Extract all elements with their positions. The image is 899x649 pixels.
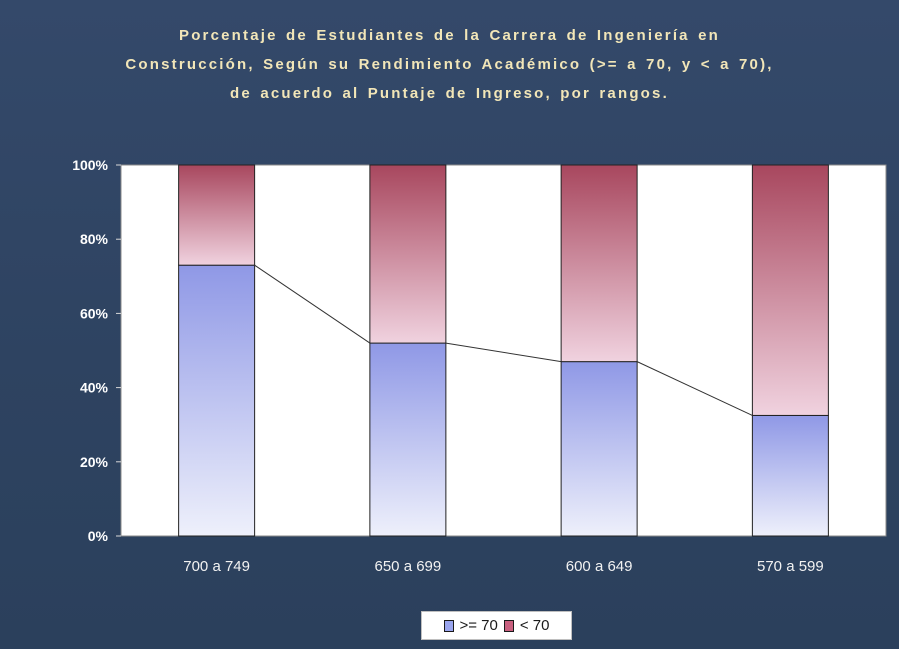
bar-ge70 — [560, 361, 638, 537]
series-line — [445, 342, 562, 363]
legend-swatch-lt70 — [503, 619, 514, 632]
y-tick-label: 40% — [80, 380, 109, 396]
bar-lt70 — [560, 164, 638, 363]
legend-item-lt70: < 70 — [503, 617, 550, 634]
y-tick-label: 20% — [80, 454, 109, 470]
y-tick-label: 100% — [72, 157, 108, 173]
bar-ge70 — [751, 414, 829, 537]
chart-title-line-2: Construcción, Según su Rendimiento Acadé… — [125, 56, 774, 73]
bar-lt70 — [751, 164, 829, 416]
x-tick-label: 570 a 599 — [757, 558, 824, 575]
chart-title-line-3: de acuerdo al Puntaje de Ingreso, por ra… — [230, 85, 669, 102]
legend-label-lt70: < 70 — [519, 617, 550, 634]
bar-ge70 — [369, 342, 447, 537]
legend-swatch-ge70 — [443, 619, 454, 632]
legend-label-ge70: >= 70 — [459, 617, 498, 634]
chart-title-line-1: Porcentaje de Estudiantes de la Carrera … — [178, 27, 720, 44]
x-tick-label: 600 a 649 — [566, 558, 633, 575]
x-tick-label: 650 a 699 — [375, 558, 442, 575]
x-tick-label: 700 a 749 — [183, 558, 250, 575]
legend-item-ge70: >= 70 — [443, 617, 498, 634]
bar-lt70 — [178, 164, 256, 266]
bar-ge70 — [178, 264, 256, 537]
y-tick-label: 60% — [80, 305, 109, 321]
series-line — [636, 361, 753, 416]
series-line — [254, 264, 371, 344]
bar-lt70 — [369, 164, 447, 344]
y-tick-label: 80% — [80, 231, 109, 247]
y-tick-label: 0% — [88, 528, 109, 544]
legend: >= 70 < 70 — [421, 611, 572, 640]
